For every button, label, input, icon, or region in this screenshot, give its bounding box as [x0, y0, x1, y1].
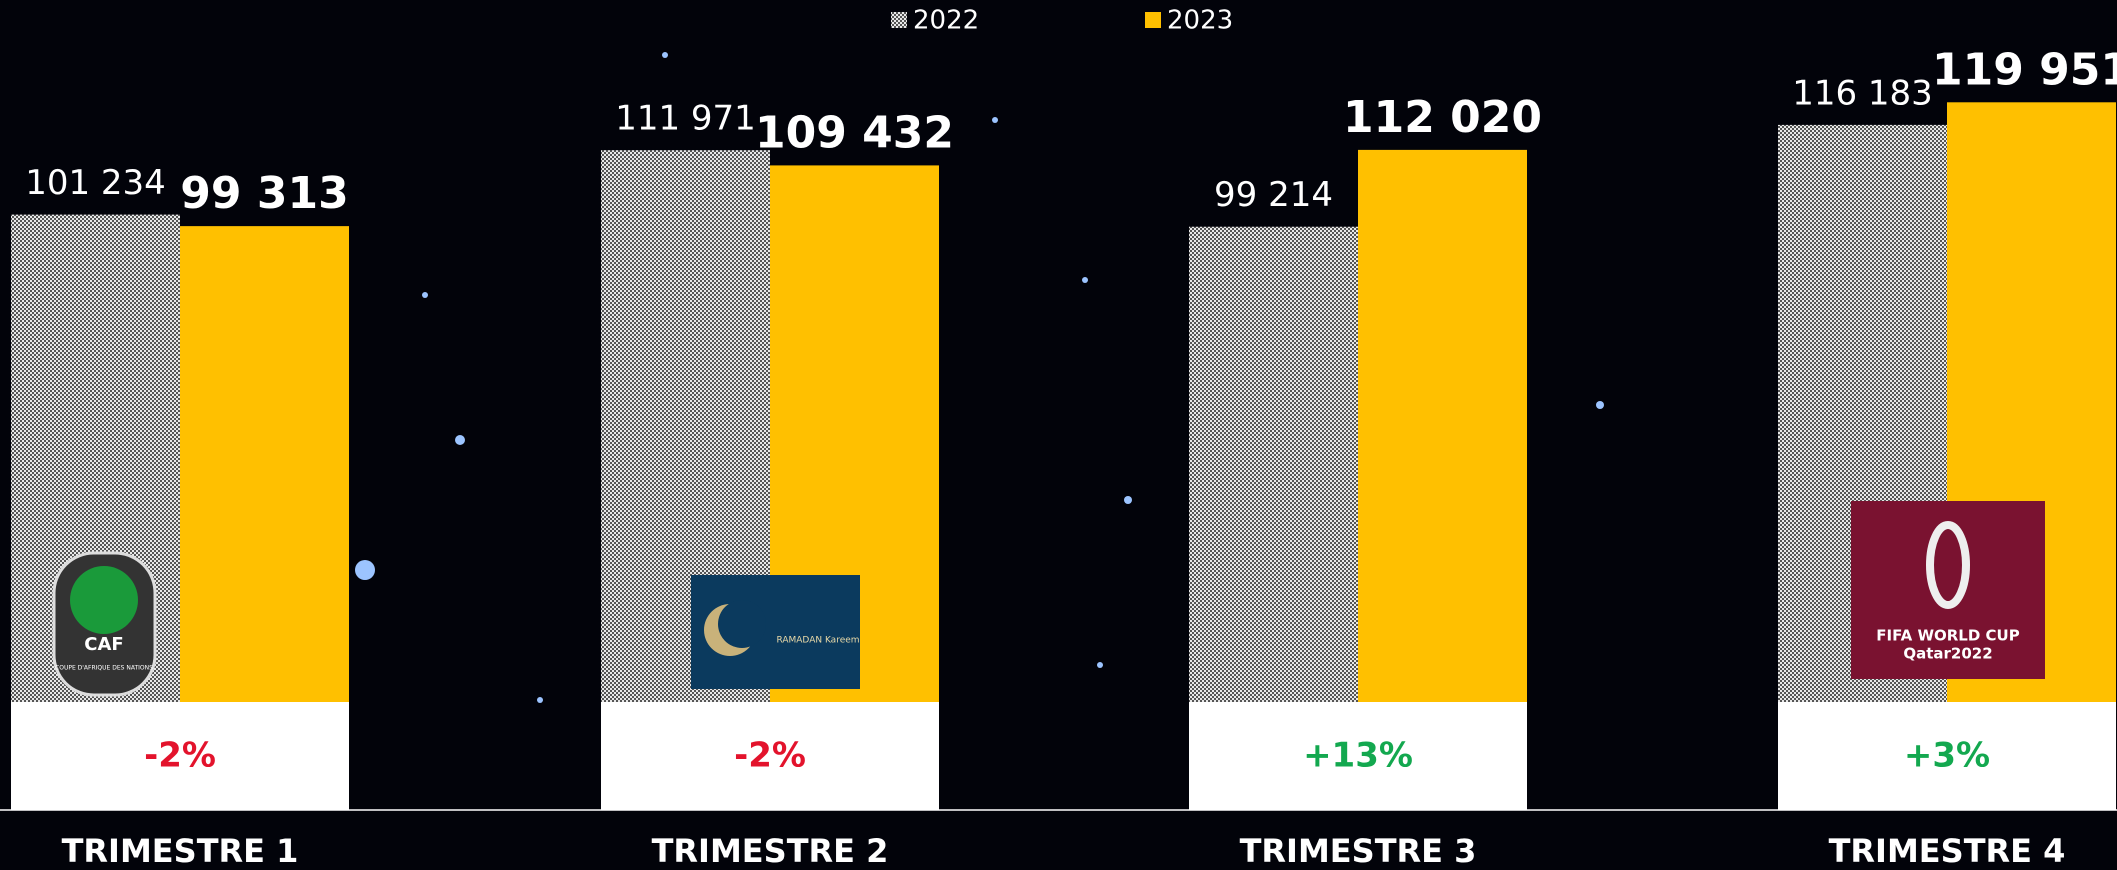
- x-tick-label: TRIMESTRE 1: [62, 832, 299, 870]
- value-label: 99 313: [180, 168, 348, 219]
- change-label: +3%: [1904, 736, 1990, 776]
- chart: CAF COUPE D'AFRIQUE DES NATIONS RAMADAN …: [0, 0, 2117, 870]
- value-label: 101 234: [25, 163, 166, 203]
- value-label: 99 214: [1214, 175, 1333, 215]
- change-label: -2%: [144, 736, 216, 776]
- value-label: 112 020: [1343, 92, 1542, 143]
- crescent-cut: [718, 600, 766, 648]
- change-label: +13%: [1303, 736, 1413, 776]
- x-tick-label: TRIMESTRE 4: [1829, 832, 2066, 870]
- legend-label: 2023: [1167, 6, 1233, 36]
- value-label: 116 183: [1792, 73, 1933, 113]
- caf-globe: [70, 566, 138, 634]
- legend-swatch: [891, 12, 907, 28]
- change-label: -2%: [734, 736, 806, 776]
- fifa-sub: Qatar2022: [1903, 645, 1992, 663]
- legend-swatch: [1145, 12, 1161, 28]
- legend-label: 2022: [913, 6, 979, 36]
- x-tick-label: TRIMESTRE 3: [1240, 832, 1477, 870]
- value-label: 119 951: [1932, 44, 2117, 95]
- value-label: 111 971: [615, 99, 756, 139]
- fifa-text: FIFA WORLD CUP: [1876, 627, 2019, 645]
- caf-sub: COUPE D'AFRIQUE DES NATIONS: [55, 665, 153, 672]
- ramadan-text: RAMADAN Kareem: [776, 636, 859, 646]
- x-tick-label: TRIMESTRE 2: [652, 832, 889, 870]
- bar: [1189, 227, 1358, 702]
- caf-text: CAF: [84, 634, 123, 655]
- bar: [1358, 150, 1527, 702]
- value-label: 109 432: [755, 107, 954, 158]
- bar: [180, 226, 349, 702]
